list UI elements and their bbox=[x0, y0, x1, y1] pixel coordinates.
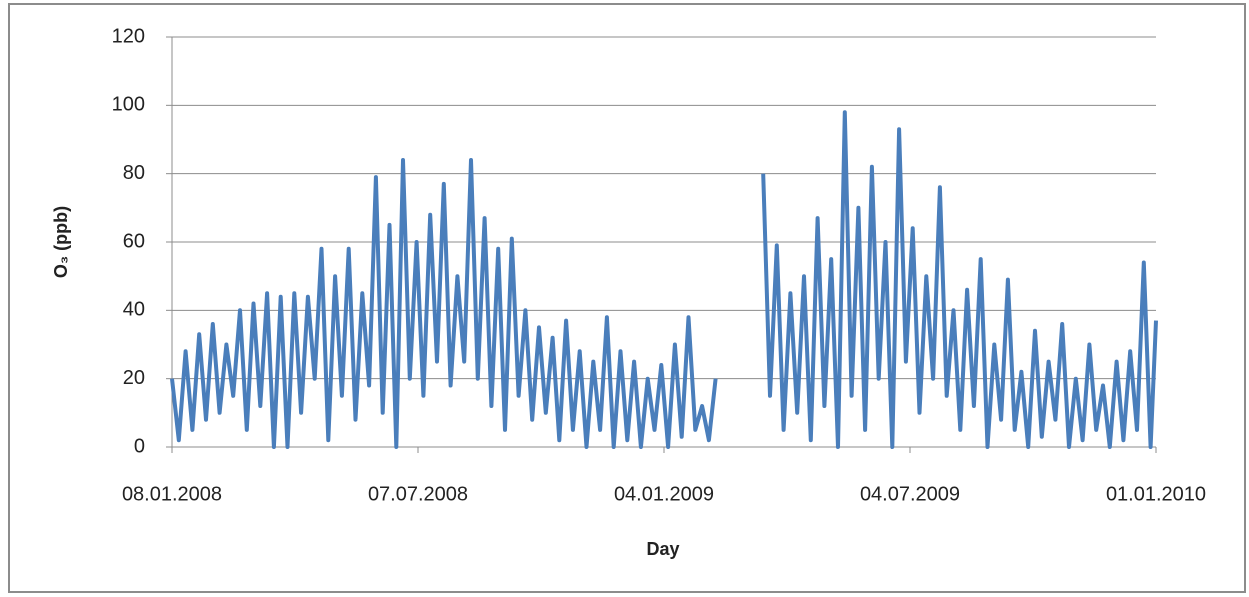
chart-frame bbox=[8, 3, 1246, 593]
x-tick-label: 07.07.2008 bbox=[368, 483, 468, 505]
y-tick-label: 20 bbox=[123, 367, 145, 389]
x-tick-label: 04.01.2009 bbox=[614, 483, 714, 505]
x-tick-label: 08.01.2008 bbox=[122, 483, 222, 505]
y-tick-label: 60 bbox=[123, 230, 145, 252]
x-tick-label: 04.07.2009 bbox=[860, 483, 960, 505]
y-tick-label: 0 bbox=[134, 435, 145, 457]
y-axis-label: O₃ (ppb) bbox=[51, 206, 71, 278]
y-tick-label: 40 bbox=[123, 299, 145, 321]
y-tick-label: 80 bbox=[123, 162, 145, 184]
data-line bbox=[170, 110, 1158, 449]
y-tick-label: 100 bbox=[112, 94, 145, 116]
x-axis-label: Day bbox=[646, 539, 679, 559]
x-tick-label: 01.01.2010 bbox=[1106, 483, 1206, 505]
y-tick-label: 120 bbox=[112, 25, 145, 47]
